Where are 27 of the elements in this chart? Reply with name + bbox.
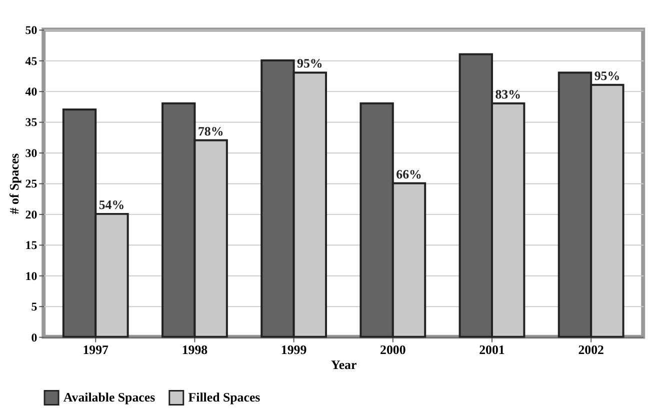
x-tick-label: 1999 <box>280 343 307 358</box>
x-tick-label: 2001 <box>479 343 505 358</box>
annotation: 95% <box>594 68 620 83</box>
legend-label: Filled Spaces <box>188 390 260 405</box>
y-tick-label: 15 <box>25 238 38 252</box>
annotation: 78% <box>198 124 224 138</box>
y-tick-label: 20 <box>25 207 38 222</box>
y-axis-title: # of Spaces <box>7 153 22 214</box>
y-tick-label: 40 <box>25 84 38 99</box>
legend-label: Available Spaces <box>63 390 156 405</box>
y-tick-label: 45 <box>25 54 38 68</box>
x-tick-label: 1997 <box>82 343 110 358</box>
annotation: 83% <box>495 87 521 102</box>
y-tick-label: 25 <box>25 176 38 191</box>
annotation: 54% <box>98 198 125 212</box>
y-tick-label: 5 <box>31 300 38 314</box>
y-tick-label: 30 <box>25 146 38 160</box>
x-tick-label: 2002 <box>578 343 604 358</box>
x-tick-label: 1998 <box>182 343 208 358</box>
y-tick-label: 10 <box>25 268 38 283</box>
annotation: 95% <box>297 56 323 71</box>
y-tick-label: 35 <box>25 115 38 130</box>
annotation: 66% <box>396 167 422 182</box>
y-tick-label: 50 <box>25 23 38 38</box>
x-tick-label: 2000 <box>380 343 406 358</box>
y-tick-label: 0 <box>31 330 38 344</box>
x-axis-title: Year <box>330 358 357 372</box>
